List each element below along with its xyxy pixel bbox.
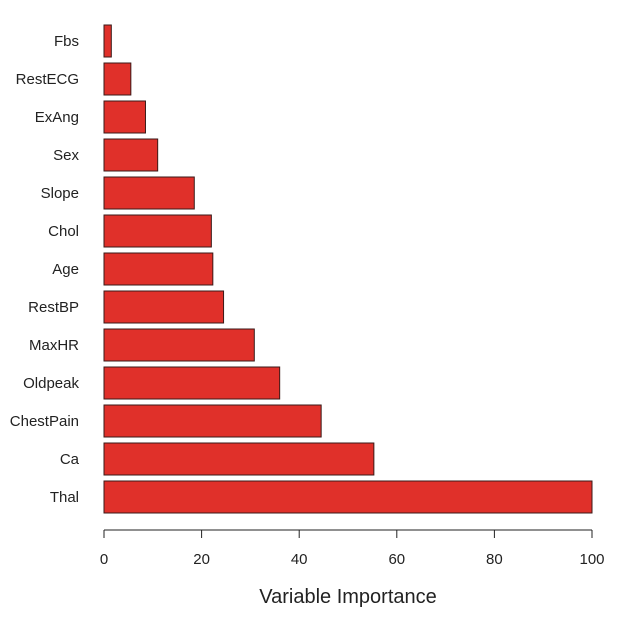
x-axis-title: Variable Importance — [259, 586, 437, 608]
category-label-sex: Sex — [53, 147, 79, 164]
category-label-restecg: RestECG — [16, 71, 79, 88]
category-label-ca: Ca — [60, 451, 80, 468]
bar-chestpain — [103, 404, 322, 438]
x-tick-label: 0 — [100, 551, 108, 568]
category-label-exang: ExAng — [35, 109, 79, 126]
x-tick-label: 100 — [579, 551, 604, 568]
bar-thal — [103, 480, 593, 514]
bar-restbp — [103, 290, 225, 324]
x-tick-label: 20 — [193, 551, 210, 568]
category-label-slope: Slope — [41, 185, 79, 202]
bar-restecg — [103, 62, 132, 96]
bars-group — [103, 24, 593, 514]
bar-age — [103, 252, 214, 286]
x-tick-label: 40 — [291, 551, 308, 568]
category-label-oldpeak: Oldpeak — [23, 375, 79, 392]
x-axis: 0 20 40 60 80 100 — [100, 529, 605, 568]
bar-ca — [103, 442, 375, 476]
category-label-age: Age — [52, 261, 79, 278]
category-label-chestpain: ChestPain — [10, 413, 79, 430]
bar-slope — [103, 176, 195, 210]
x-tick-label: 60 — [388, 551, 405, 568]
category-label-restbp: RestBP — [28, 299, 79, 316]
x-tick-label: 80 — [486, 551, 503, 568]
bar-sex — [103, 138, 159, 172]
category-label-chol: Chol — [48, 223, 79, 240]
bar-maxhr — [103, 328, 255, 362]
bar-fbs — [103, 24, 112, 58]
bar-exang — [103, 100, 146, 134]
category-label-fbs: Fbs — [54, 33, 79, 50]
category-labels-group: Fbs RestECG ExAng Sex Slope Chol Age RestBP MaxH… — [10, 33, 80, 506]
category-label-maxhr: MaxHR — [29, 337, 79, 354]
bar-chol — [103, 214, 212, 248]
bar-oldpeak — [103, 366, 281, 400]
category-label-thal: Thal — [50, 489, 79, 506]
